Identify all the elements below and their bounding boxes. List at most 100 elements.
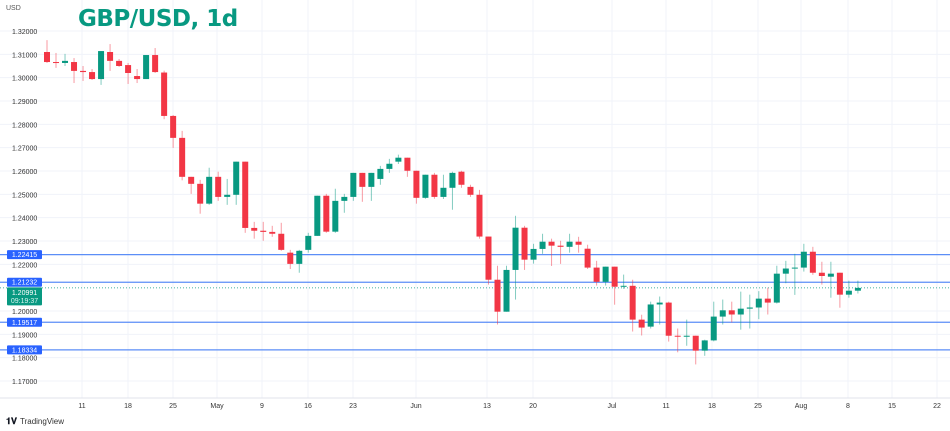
candle-body bbox=[557, 245, 564, 247]
candle-body bbox=[134, 76, 141, 80]
time-tick-label: 8 bbox=[846, 403, 850, 410]
candle bbox=[836, 272, 843, 308]
candle bbox=[215, 171, 222, 201]
candle-body bbox=[278, 233, 285, 250]
candle-body bbox=[737, 308, 744, 315]
candle-body bbox=[89, 72, 96, 80]
candle bbox=[503, 265, 510, 312]
time-tick-label: 11 bbox=[78, 403, 85, 410]
candle bbox=[296, 249, 303, 273]
candle bbox=[773, 265, 780, 304]
candle bbox=[134, 69, 141, 84]
price-tick-label: 1.29000 bbox=[12, 99, 37, 106]
price-tick-label: 1.17000 bbox=[12, 379, 37, 386]
candle-body bbox=[791, 267, 798, 269]
candle-body bbox=[854, 287, 861, 291]
candle-body bbox=[251, 227, 258, 231]
candle-body bbox=[782, 268, 789, 274]
candle bbox=[584, 244, 591, 269]
candle-body bbox=[161, 72, 168, 116]
price-tick-label: 1.20000 bbox=[12, 309, 37, 316]
candle-body bbox=[224, 194, 231, 197]
price-tick-label: 1.30000 bbox=[12, 76, 37, 83]
candle-body bbox=[206, 176, 213, 204]
candle-body bbox=[431, 174, 438, 197]
candle-body bbox=[44, 51, 50, 63]
candle bbox=[305, 232, 312, 253]
candle bbox=[530, 243, 537, 264]
time-tick-label: 20 bbox=[529, 403, 537, 410]
time-tick-label: May bbox=[210, 403, 224, 410]
tradingview-logo[interactable]: 𝟏𝐕 TradingView bbox=[6, 416, 64, 427]
candle-body bbox=[395, 157, 402, 162]
candle bbox=[197, 179, 204, 214]
candle bbox=[422, 174, 429, 199]
candle-body bbox=[719, 310, 726, 317]
candle-body bbox=[404, 157, 411, 171]
candle bbox=[620, 274, 627, 289]
time-tick-label: 23 bbox=[349, 403, 357, 410]
candle-body bbox=[611, 266, 618, 287]
candle-body bbox=[269, 231, 276, 234]
candle bbox=[413, 170, 420, 204]
candle bbox=[737, 291, 744, 330]
level-price-label: 1.22415 bbox=[12, 252, 37, 259]
tradingview-logo-icon: 𝟏𝐕 bbox=[6, 416, 17, 426]
candle bbox=[485, 236, 492, 285]
candle bbox=[206, 167, 213, 205]
candle bbox=[242, 161, 249, 233]
price-tick-label: 1.18000 bbox=[12, 356, 37, 363]
grid bbox=[0, 0, 950, 398]
candle bbox=[53, 52, 60, 68]
candles bbox=[44, 40, 861, 365]
candle bbox=[656, 296, 663, 325]
candle bbox=[116, 58, 123, 67]
candle bbox=[458, 170, 465, 188]
candle bbox=[746, 294, 753, 329]
candle bbox=[476, 189, 483, 239]
candle-body bbox=[62, 60, 69, 63]
candle bbox=[341, 193, 348, 213]
time-tick-label: 11 bbox=[662, 403, 669, 410]
candle bbox=[755, 291, 762, 320]
candle bbox=[638, 314, 645, 336]
candle-body bbox=[494, 279, 501, 312]
candle bbox=[314, 195, 321, 236]
candle bbox=[404, 157, 411, 177]
candle-body bbox=[566, 241, 573, 247]
price-tick-label: 1.28000 bbox=[12, 122, 37, 129]
candle bbox=[566, 233, 573, 253]
candle-body bbox=[377, 168, 384, 179]
price-tick-label: 1.31000 bbox=[12, 52, 37, 59]
candle bbox=[845, 280, 852, 298]
candle bbox=[782, 260, 789, 284]
horizontal-levels bbox=[0, 253, 950, 351]
candle-body bbox=[296, 250, 303, 264]
candle bbox=[539, 233, 546, 254]
time-axis[interactable]: 11 18 25 May 9 16 23 Jun 13 20 Jul 11 18 25 Aug 8 15 22 bbox=[0, 397, 950, 410]
candle bbox=[368, 172, 375, 201]
candle-body bbox=[314, 195, 321, 236]
candle bbox=[719, 299, 726, 325]
price-axis[interactable]: 1.32000 1.31000 1.30000 1.29000 1.28000 1.270… bbox=[12, 29, 37, 386]
time-tick-label: Aug bbox=[795, 403, 808, 410]
candle-body bbox=[710, 316, 717, 341]
candle-body bbox=[683, 335, 690, 337]
time-tick-label: 9 bbox=[260, 403, 264, 410]
price-tick-label: 1.23000 bbox=[12, 239, 37, 246]
price-tick-label: 1.32000 bbox=[12, 29, 37, 36]
candle-body bbox=[179, 137, 186, 177]
price-tick-label: 1.19000 bbox=[12, 332, 37, 339]
candle bbox=[359, 172, 366, 202]
candle-body bbox=[845, 290, 852, 295]
candle-body bbox=[548, 241, 555, 246]
candle bbox=[665, 301, 672, 342]
candle bbox=[287, 249, 294, 269]
candle-body bbox=[836, 272, 843, 295]
candle-body bbox=[341, 196, 348, 201]
candle bbox=[827, 261, 834, 298]
candle bbox=[440, 174, 447, 199]
candle-body bbox=[584, 248, 591, 268]
time-tick-label: 25 bbox=[169, 403, 177, 410]
